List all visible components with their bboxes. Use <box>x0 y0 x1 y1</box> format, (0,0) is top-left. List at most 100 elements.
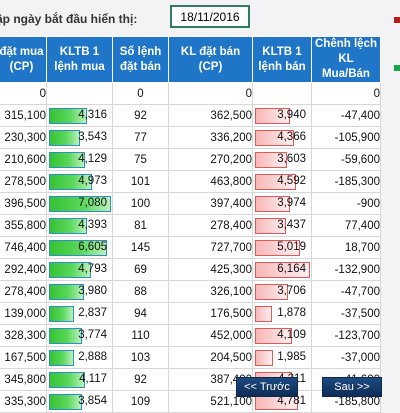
filter-bar: ập ngày bắt đầu hiển thị: <box>0 0 400 34</box>
sell-orders-header: Số lệnh đặt bán <box>112 36 169 83</box>
avg-buy-cell <box>46 82 113 105</box>
cell-value: 4,793 <box>78 263 107 275</box>
cell-value: 7,080 <box>78 197 107 209</box>
buy-volume-cell: 230,300 <box>0 126 47 149</box>
sell-volume-cell: 0 <box>168 82 253 105</box>
table-row: 328,300 3,774 110 452,000 4,109 -123,700 <box>0 324 381 347</box>
sell-orders-cell: 94 <box>112 302 169 325</box>
table-row: 746,400 6,605 145 727,700 5,019 18,700 <box>0 236 381 259</box>
sell-orders-cell: 77 <box>112 126 169 149</box>
cell-value: 1,878 <box>277 307 306 319</box>
cell-value: 4,973 <box>78 175 107 187</box>
diff-cell: 0 <box>311 82 381 105</box>
buy-volume-cell: 292,400 <box>0 258 47 281</box>
buy-volume-bar <box>49 372 85 388</box>
cell-value: 3,603 <box>277 153 306 165</box>
buy-volume-cell: 345,800 <box>0 368 47 391</box>
buy-volume-cell: 355,800 <box>0 214 47 237</box>
table-row: 167,500 2,888 103 204,500 1,985 -37,000 <box>0 346 381 369</box>
sell-volume-cell: 336,200 <box>168 126 253 149</box>
buy-volume-bar <box>49 196 111 212</box>
buy-volume-cell: 335,300 <box>0 390 47 413</box>
table-row: 278,500 4,973 101 463,800 4,592 -185,300 <box>0 170 381 193</box>
cell-value: 2,837 <box>78 307 107 319</box>
sell-orders-cell: 145 <box>112 236 169 259</box>
buy-volume-cell: 315,100 <box>0 104 47 127</box>
avg-sell-cell: 3,437 <box>252 214 312 237</box>
sell-orders-cell: 101 <box>112 170 169 193</box>
sell-volume-bar <box>255 350 273 366</box>
header-label: KL Mua/Bán <box>322 53 370 80</box>
table-row: 355,800 4,393 81 278,400 3,437 77,400 <box>0 214 381 237</box>
avg-sell-cell: 1,878 <box>252 302 312 325</box>
diff-cell: -132,900 <box>311 258 381 281</box>
sell-orders-cell: 100 <box>112 192 169 215</box>
cell-value: 3,974 <box>277 197 306 209</box>
diff-cell: 18,700 <box>311 236 381 259</box>
buy-volume-cell: 278,500 <box>0 170 47 193</box>
avg-sell-header: KLTB 1 lệnh bán <box>252 36 312 83</box>
avg-buy-cell: 4,129 <box>46 148 113 171</box>
sell-volume-bar <box>255 152 287 168</box>
header-label: lệnh bán <box>258 60 306 73</box>
header-label: KLTB 1 <box>59 45 100 58</box>
cell-value: 3,940 <box>277 109 306 121</box>
buy-volume-bar <box>49 108 87 124</box>
cell-value: 4,316 <box>78 109 107 121</box>
header-label: (CP) <box>198 60 223 73</box>
buy-volume-bar <box>49 262 91 278</box>
header-label: KL đặt bán <box>180 45 241 58</box>
sell-volume-cell: 397,400 <box>168 192 253 215</box>
header-label: đặt bán <box>120 60 161 73</box>
previous-page-button[interactable]: << Trước <box>236 377 298 397</box>
header-row: đặt mua (CP) KLTB 1 lệnh mua Số lệnh đặt bán K… <box>0 36 381 83</box>
cell-value: 3,437 <box>277 219 306 231</box>
diff-cell: -123,700 <box>311 324 381 347</box>
sell-volume-bar <box>255 174 296 190</box>
avg-sell-cell: 4,109 <box>252 324 312 347</box>
cell-value: 3,706 <box>277 285 306 297</box>
next-page-button[interactable]: Sau >> <box>322 377 382 397</box>
buy-volume-bar <box>49 174 92 190</box>
avg-buy-cell: 4,117 <box>46 368 113 391</box>
avg-buy-cell: 3,980 <box>46 280 113 303</box>
avg-sell-cell: 3,706 <box>252 280 312 303</box>
start-date-input[interactable] <box>170 5 250 28</box>
sell-volume-bar <box>255 262 310 278</box>
diff-cell: -47,400 <box>311 104 381 127</box>
sell-volume-cell: 463,800 <box>168 170 253 193</box>
table-header: đặt mua (CP) KLTB 1 lệnh mua Số lệnh đặt bán K… <box>0 36 381 83</box>
buy-volume-bar <box>49 350 74 366</box>
sell-volume-cell: 362,500 <box>168 104 253 127</box>
diff-cell: -185,300 <box>311 170 381 193</box>
cell-value: 3,774 <box>78 329 107 341</box>
cell-value: 4,366 <box>277 131 306 143</box>
avg-buy-cell: 4,393 <box>46 214 113 237</box>
sell-volume-bar <box>255 130 294 146</box>
diff-cell: -37,500 <box>311 302 381 325</box>
sell-orders-cell: 92 <box>112 368 169 391</box>
buy-volume-bar <box>49 218 87 234</box>
sell-volume-cell: 278,400 <box>168 214 253 237</box>
sell-orders-cell: 92 <box>112 104 169 127</box>
sell-volume-bar <box>255 240 300 256</box>
buy-volume-cell: 396,500 <box>0 192 47 215</box>
avg-buy-cell: 4,316 <box>46 104 113 127</box>
diff-cell: -47,700 <box>311 280 381 303</box>
buy-volume-bar <box>49 394 82 410</box>
sell-volume-cell: 204,500 <box>168 346 253 369</box>
cell-value: 4,117 <box>79 373 107 385</box>
table-body: 0 0 0 0 315,100 4,316 92 362,500 3,940 -47,400 230… <box>0 82 381 413</box>
legend-red-marker <box>394 17 400 23</box>
cell-value: 5,019 <box>277 241 306 253</box>
avg-sell-cell: 3,603 <box>252 148 312 171</box>
cell-value: 3,980 <box>78 285 107 297</box>
diff-cell: 77,400 <box>311 214 381 237</box>
avg-buy-cell: 2,888 <box>46 346 113 369</box>
order-statistics-table: đặt mua (CP) KLTB 1 lệnh mua Số lệnh đặt bán K… <box>0 36 381 413</box>
sell-volume-bar <box>255 306 272 322</box>
table-row: 292,400 4,793 69 425,300 6,164 -132,900 <box>0 258 381 281</box>
cell-value: 4,393 <box>78 219 107 231</box>
table-row: 230,300 3,543 77 336,200 4,366 -105,900 <box>0 126 381 149</box>
avg-buy-cell: 3,774 <box>46 324 113 347</box>
